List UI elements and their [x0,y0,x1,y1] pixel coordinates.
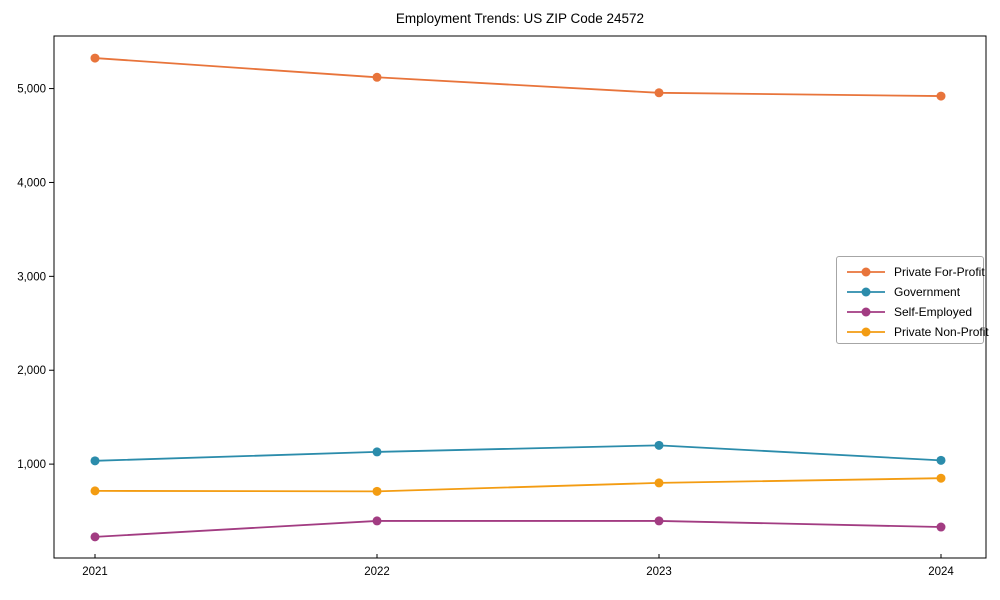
x-tick-label: 2021 [82,566,108,578]
legend-label: Private Non-Profit [894,325,989,339]
y-tick-label: 3,000 [17,271,46,283]
data-point-self-employed-2024 [936,522,946,532]
legend-label: Private For-Profit [894,265,985,279]
legend-line-marker-icon [847,307,885,317]
y-tick-label: 2,000 [17,365,46,377]
data-point-private-for-profit-2022 [372,72,382,82]
legend-label: Government [894,285,961,299]
data-point-self-employed-2021 [90,532,100,542]
data-point-private-for-profit-2021 [90,53,100,63]
data-point-government-2021 [90,456,100,466]
y-tick-label: 1,000 [17,459,46,471]
legend-line-marker-icon [847,287,885,297]
plot-frame [53,35,987,559]
series-line-private-non-profit [94,477,942,493]
data-point-government-2022 [372,447,382,457]
legend: Private For-Profit Government Self-Emplo… [836,256,989,344]
data-point-self-employed-2023 [654,516,664,526]
x-tick-label: 2024 [928,566,954,578]
data-point-private-non-profit-2024 [936,473,946,483]
data-point-private-for-profit-2024 [936,91,946,101]
legend-item-private-non-profit: Private Non-Profit [837,322,989,342]
x-tick-label: 2022 [364,566,390,578]
legend-label: Self-Employed [894,305,973,319]
legend-line-marker-icon [847,267,885,277]
data-point-government-2024 [936,455,946,465]
data-point-private-non-profit-2022 [372,486,382,496]
data-point-government-2023 [654,440,664,450]
series-line-government [94,444,942,462]
x-tick-label: 2023 [646,566,672,578]
chart-title: Employment Trends: US ZIP Code 24572 [395,11,645,26]
data-point-private-non-profit-2021 [90,486,100,496]
legend-item-government: Government [837,282,983,302]
y-tick-label: 4,000 [17,177,46,189]
legend-item-self-employed: Self-Employed [837,302,983,322]
y-tick-label: 5,000 [17,84,46,96]
data-point-self-employed-2022 [372,516,382,526]
legend-line-marker-icon [847,327,885,337]
series-line-self-employed [94,520,942,538]
data-point-private-for-profit-2023 [654,88,664,98]
legend-item-private-for-profit: Private For-Profit [837,262,985,282]
series-line-private-for-profit [94,57,942,97]
data-point-private-non-profit-2023 [654,478,664,488]
